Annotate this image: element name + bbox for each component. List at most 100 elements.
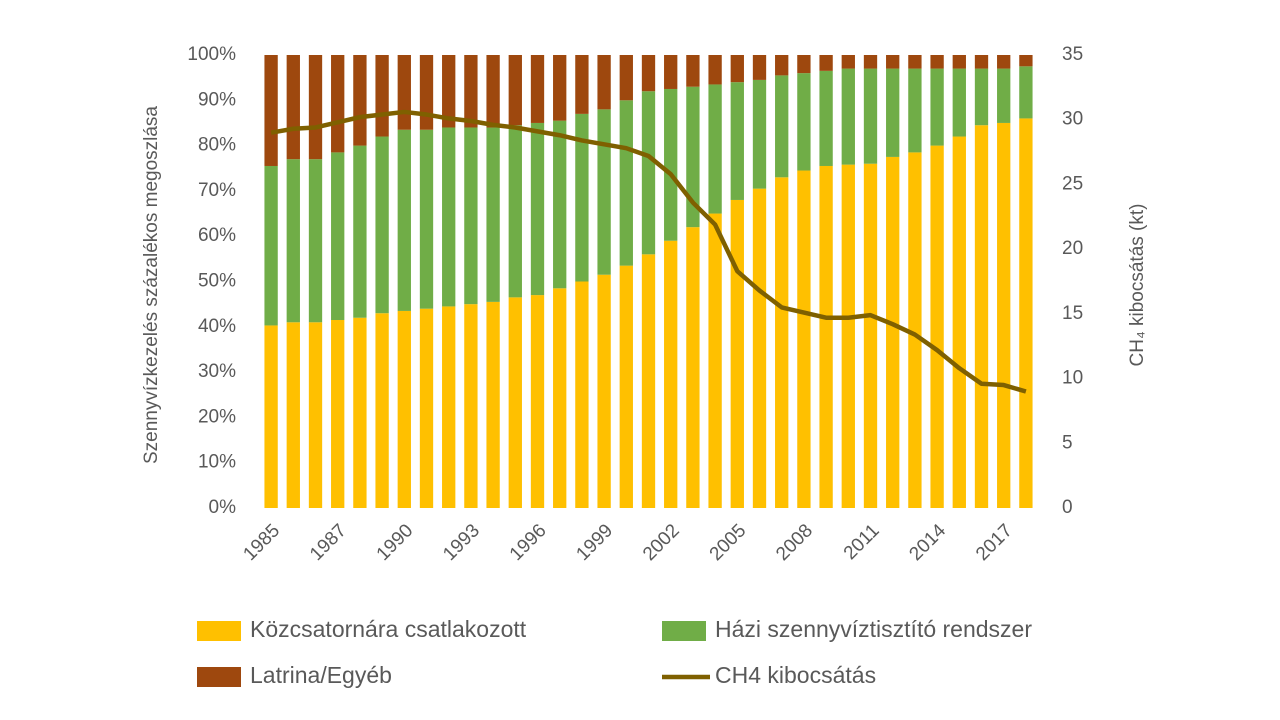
y-tick-label: 50% <box>198 271 236 292</box>
bar-segment <box>264 165 278 326</box>
x-tick-label: 1990 <box>373 520 418 565</box>
y-tick-label: 30% <box>198 361 236 382</box>
bar-segment <box>530 295 545 508</box>
legend-label: Házi szennyvíztisztító rendszer <box>715 616 1032 642</box>
bar-segment <box>375 55 389 137</box>
bar-segment <box>908 55 922 69</box>
legend-label: CH4 kibocsátás <box>715 662 876 688</box>
legend-label: Közcsatornára csatlakozott <box>250 616 527 642</box>
bar-segment <box>353 55 367 146</box>
bar-segment <box>752 55 767 80</box>
bar-segment <box>708 213 722 509</box>
y-tick-label: 90% <box>198 89 236 110</box>
bar-segment <box>308 55 323 160</box>
bar-segment <box>575 113 589 282</box>
x-tick-label: 2005 <box>706 520 751 565</box>
bar-segment <box>952 68 966 137</box>
x-tick-label: 2008 <box>772 520 817 565</box>
bar-segment <box>397 55 411 130</box>
bar-segment <box>264 55 278 166</box>
bar-segment <box>641 254 656 508</box>
bar-segment <box>619 55 633 101</box>
y-axis-title: Szennyvízkezelés százalékos megoszlása <box>141 106 162 464</box>
bar-segment <box>353 317 367 508</box>
bar-segment <box>730 199 744 508</box>
y-tick-label: 100% <box>187 44 236 65</box>
y-tick-label: 40% <box>198 316 236 337</box>
bar-segment <box>375 136 389 314</box>
bar-segment <box>930 145 944 508</box>
bar-segment <box>553 55 567 121</box>
bar-segment <box>331 320 345 508</box>
bar-segment <box>597 109 611 275</box>
bar-segment <box>464 127 478 305</box>
bar-segment <box>286 159 300 323</box>
y2-tick-label: 10 <box>1062 368 1083 389</box>
bar-segment <box>974 125 989 508</box>
bar-segment <box>619 265 633 508</box>
bar-segment <box>308 159 323 323</box>
x-tick-label: 1996 <box>506 520 551 565</box>
y2-tick-label: 20 <box>1062 238 1083 259</box>
y-tick-label: 60% <box>198 225 236 246</box>
bar-segment <box>664 55 678 89</box>
bar-segment <box>708 84 722 214</box>
bar-segment <box>286 322 300 508</box>
bar-segment <box>553 288 567 508</box>
y2-tick-label: 15 <box>1062 303 1083 324</box>
bar-segment <box>819 165 833 509</box>
legend-swatch <box>662 621 706 641</box>
bar-segment <box>997 68 1011 123</box>
bar-segment <box>952 55 966 69</box>
bar-segment <box>419 129 434 309</box>
bar-segment <box>575 55 589 114</box>
y-tick-label: 70% <box>198 180 236 201</box>
bar-segment <box>686 227 700 508</box>
bar-segment <box>886 55 900 69</box>
x-tick-label: 2002 <box>639 520 684 565</box>
bar-segment <box>419 55 434 130</box>
bar-segment <box>997 55 1011 69</box>
bar-segment <box>1019 55 1033 67</box>
bar-segment <box>841 68 855 165</box>
bar-segment <box>863 68 878 164</box>
bar-segment <box>797 73 811 171</box>
y2-tick-label: 0 <box>1062 497 1073 518</box>
x-tick-label: 1985 <box>239 520 284 565</box>
bar-segment <box>664 88 678 241</box>
bar-segment <box>730 82 744 200</box>
bar-segment <box>775 177 789 508</box>
x-tick-label: 1993 <box>439 520 484 565</box>
bar-segment <box>841 55 855 69</box>
bar-segment <box>797 170 811 508</box>
bar-segment <box>863 55 878 69</box>
bar-segment <box>442 127 456 307</box>
x-tick-label: 2011 <box>840 520 884 564</box>
bar-segment <box>1019 66 1033 119</box>
y2-tick-label: 25 <box>1062 173 1083 194</box>
x-tick-label: 1999 <box>572 520 617 565</box>
bar-segment <box>486 301 500 508</box>
bar-segment <box>308 322 323 508</box>
bar-segment <box>1019 118 1033 509</box>
bar-segment <box>752 79 767 189</box>
bar-segment <box>930 68 944 146</box>
y-tick-label: 0% <box>209 497 237 518</box>
bar-segment <box>930 55 944 69</box>
legend-swatch <box>197 621 241 641</box>
bar-segment <box>597 274 611 508</box>
bar-segment <box>819 55 833 71</box>
bar-segment <box>353 145 367 318</box>
bar-segment <box>841 164 855 508</box>
x-tick-label: 1987 <box>306 520 351 565</box>
bar-segment <box>331 55 345 153</box>
bar-segment <box>974 55 989 69</box>
legend-swatch <box>197 667 241 687</box>
bar-segment <box>775 55 789 76</box>
bar-segment <box>797 55 811 74</box>
bar-segment <box>819 70 833 166</box>
bar-segment <box>486 127 500 302</box>
bar-segment <box>397 129 411 311</box>
legend-label: Latrina/Egyéb <box>250 662 392 688</box>
bar-segment <box>686 55 700 87</box>
